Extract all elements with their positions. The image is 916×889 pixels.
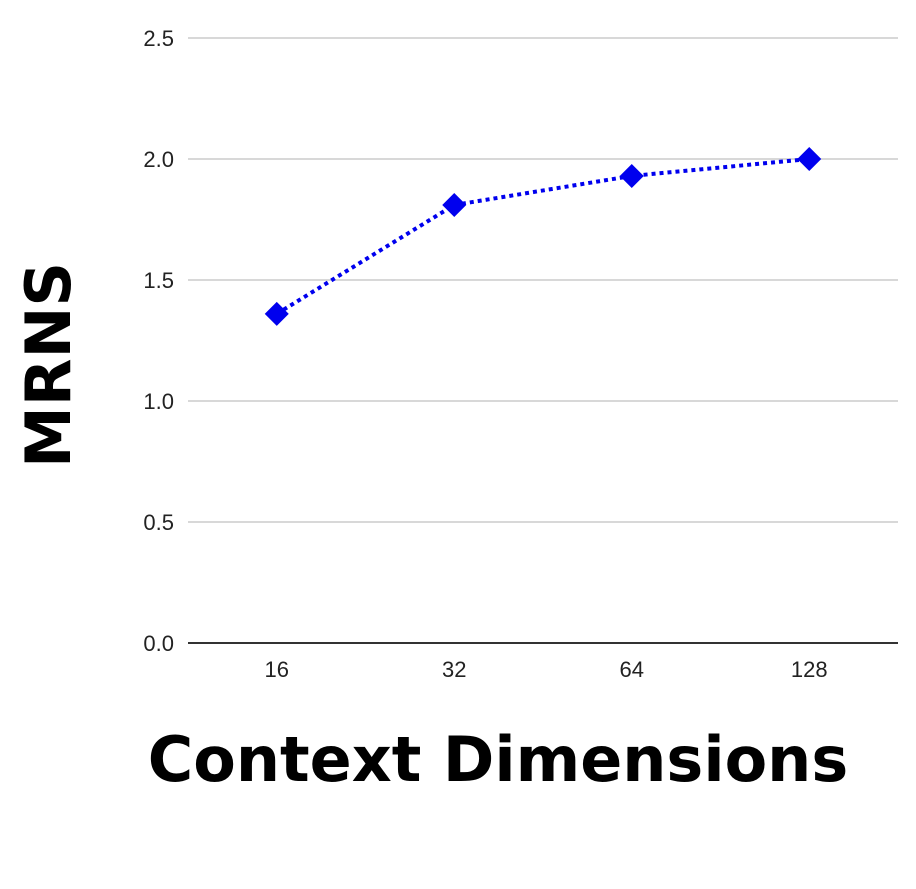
- x-tick-label: 64: [620, 657, 644, 682]
- series-layer: [264, 147, 822, 326]
- x-axis-title: Context Dimensions: [148, 723, 848, 796]
- series-line: [275, 157, 810, 316]
- y-tick-label: 0.0: [143, 631, 174, 656]
- x-tick-label: 32: [442, 657, 466, 682]
- x-tick-label: 16: [265, 657, 289, 682]
- data-point-marker: [442, 192, 467, 217]
- y-tick-label: 0.5: [143, 510, 174, 535]
- y-axis-title: MRNS: [12, 262, 85, 468]
- x-tick-label: 128: [791, 657, 828, 682]
- data-point-marker: [619, 163, 644, 188]
- gridlines: [188, 37, 898, 523]
- y-tick-label: 2.5: [143, 26, 174, 51]
- y-tick-label: 2.0: [143, 147, 174, 172]
- y-tick-label: 1.5: [143, 268, 174, 293]
- data-point-marker: [797, 147, 822, 171]
- y-tick-labels: 0.0 0.5 1.0 1.5 2.0 2.5: [143, 26, 174, 656]
- x-tick-labels: 16 32 64 128: [265, 657, 828, 682]
- y-tick-label: 1.0: [143, 389, 174, 414]
- data-point-marker: [264, 301, 289, 326]
